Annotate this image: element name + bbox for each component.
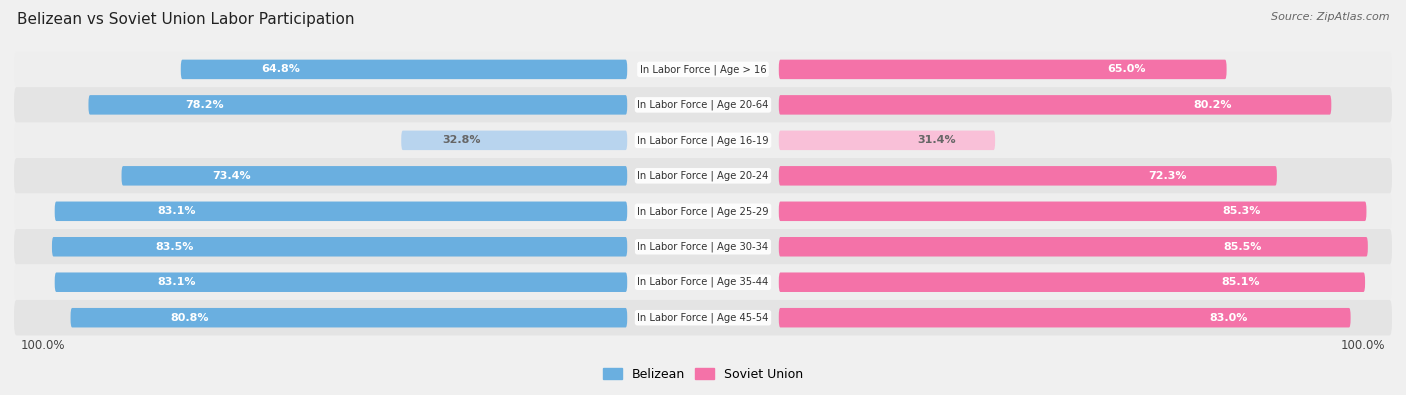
FancyBboxPatch shape (89, 95, 627, 115)
Text: 80.2%: 80.2% (1194, 100, 1232, 110)
Text: Belizean vs Soviet Union Labor Participation: Belizean vs Soviet Union Labor Participa… (17, 12, 354, 27)
Text: 85.3%: 85.3% (1222, 206, 1261, 216)
FancyBboxPatch shape (55, 273, 627, 292)
FancyBboxPatch shape (779, 131, 995, 150)
FancyBboxPatch shape (70, 308, 627, 327)
FancyBboxPatch shape (14, 265, 1392, 300)
Text: 32.8%: 32.8% (441, 135, 481, 145)
FancyBboxPatch shape (779, 273, 1365, 292)
Text: 83.5%: 83.5% (156, 242, 194, 252)
Text: 72.3%: 72.3% (1149, 171, 1187, 181)
FancyBboxPatch shape (14, 87, 1392, 122)
FancyBboxPatch shape (779, 166, 1277, 186)
Text: In Labor Force | Age 20-64: In Labor Force | Age 20-64 (637, 100, 769, 110)
Legend: Belizean, Soviet Union: Belizean, Soviet Union (598, 363, 808, 386)
Text: 100.0%: 100.0% (21, 339, 66, 352)
Text: 83.0%: 83.0% (1209, 313, 1247, 323)
Text: In Labor Force | Age 25-29: In Labor Force | Age 25-29 (637, 206, 769, 216)
FancyBboxPatch shape (14, 158, 1392, 194)
FancyBboxPatch shape (55, 201, 627, 221)
Text: 65.0%: 65.0% (1108, 64, 1146, 74)
FancyBboxPatch shape (14, 122, 1392, 158)
Text: 73.4%: 73.4% (212, 171, 252, 181)
FancyBboxPatch shape (52, 237, 627, 256)
Text: Source: ZipAtlas.com: Source: ZipAtlas.com (1271, 12, 1389, 22)
Text: In Labor Force | Age 35-44: In Labor Force | Age 35-44 (637, 277, 769, 288)
FancyBboxPatch shape (14, 300, 1392, 335)
FancyBboxPatch shape (14, 52, 1392, 87)
Text: 64.8%: 64.8% (262, 64, 299, 74)
Text: 31.4%: 31.4% (918, 135, 956, 145)
Text: 78.2%: 78.2% (186, 100, 224, 110)
FancyBboxPatch shape (779, 237, 1368, 256)
FancyBboxPatch shape (121, 166, 627, 186)
Text: In Labor Force | Age 45-54: In Labor Force | Age 45-54 (637, 312, 769, 323)
FancyBboxPatch shape (779, 60, 1226, 79)
FancyBboxPatch shape (779, 201, 1367, 221)
Text: In Labor Force | Age > 16: In Labor Force | Age > 16 (640, 64, 766, 75)
Text: In Labor Force | Age 20-24: In Labor Force | Age 20-24 (637, 171, 769, 181)
Text: In Labor Force | Age 16-19: In Labor Force | Age 16-19 (637, 135, 769, 146)
Text: 85.5%: 85.5% (1223, 242, 1261, 252)
Text: In Labor Force | Age 30-34: In Labor Force | Age 30-34 (637, 241, 769, 252)
Text: 83.1%: 83.1% (157, 206, 197, 216)
Text: 100.0%: 100.0% (1340, 339, 1385, 352)
Text: 80.8%: 80.8% (170, 313, 209, 323)
FancyBboxPatch shape (401, 131, 627, 150)
Text: 85.1%: 85.1% (1220, 277, 1260, 287)
FancyBboxPatch shape (14, 229, 1392, 265)
FancyBboxPatch shape (779, 308, 1351, 327)
Text: 83.1%: 83.1% (157, 277, 197, 287)
FancyBboxPatch shape (181, 60, 627, 79)
FancyBboxPatch shape (14, 194, 1392, 229)
FancyBboxPatch shape (779, 95, 1331, 115)
